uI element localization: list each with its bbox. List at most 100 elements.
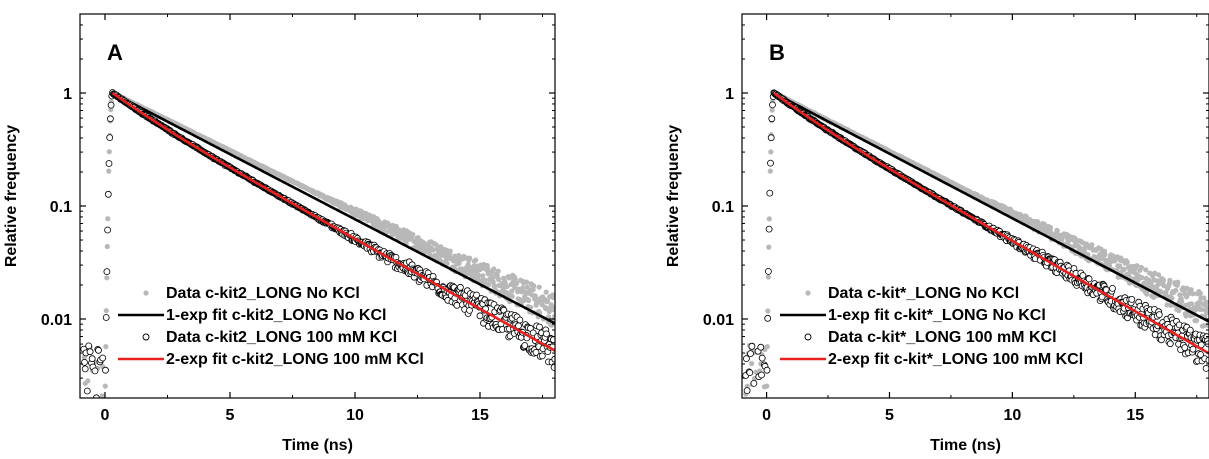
data-point <box>550 294 555 301</box>
data-point <box>1035 219 1041 225</box>
x-tick-label: 15 <box>1126 407 1144 424</box>
data-point <box>765 267 772 275</box>
data-point <box>765 225 773 233</box>
data-point <box>1181 344 1189 352</box>
data-point <box>749 361 755 367</box>
data-point <box>1139 275 1145 281</box>
x-tick-label: 0 <box>101 407 110 424</box>
data-point <box>1142 280 1148 286</box>
series-1 <box>773 91 1209 323</box>
data-point <box>477 266 483 273</box>
x-tick-label: 10 <box>1003 407 1021 424</box>
legend: Data c-kit*_LONG No KCl 1-exp fit c-kit*_… <box>780 285 1083 368</box>
data-point <box>490 279 496 285</box>
data-point <box>1188 287 1194 293</box>
fit-line <box>773 91 1209 355</box>
data-point <box>104 243 110 250</box>
data-point <box>543 289 549 295</box>
plot-area <box>742 89 1209 397</box>
data-point <box>768 149 774 155</box>
data-point <box>764 344 770 350</box>
data-point <box>1158 336 1165 344</box>
data-point <box>1198 306 1204 312</box>
data-point <box>1193 318 1200 324</box>
data-point <box>1054 228 1060 234</box>
panel-letter: B <box>769 40 785 65</box>
legend-item: 2-exp fit c-kit*_LONG 100 mM KCl <box>780 351 1083 368</box>
data-point <box>1143 267 1149 273</box>
data-point <box>521 342 529 349</box>
data-point <box>102 314 110 321</box>
data-point <box>81 358 88 366</box>
data-point <box>473 257 479 263</box>
legend-item: 1-exp fit c-kit2_LONG No KCl <box>118 307 386 324</box>
legend-marker <box>142 333 150 341</box>
data-point <box>1189 345 1197 353</box>
data-point <box>476 312 484 320</box>
data-point <box>1164 302 1170 308</box>
data-point <box>81 365 89 373</box>
data-point <box>746 369 754 377</box>
y-axis-title: Relative frequency <box>665 125 682 267</box>
legend-marker <box>143 290 149 296</box>
data-point <box>492 283 498 289</box>
data-point <box>1175 279 1181 285</box>
data-point <box>1079 272 1087 279</box>
data-point <box>453 301 461 309</box>
legend-item: Data c-kit2_LONG 100 mM KCl <box>142 329 397 346</box>
legend-label: 1-exp fit c-kit2_LONG No KCl <box>166 307 386 324</box>
data-point <box>509 288 515 294</box>
data-point <box>747 350 754 358</box>
data-point <box>1124 259 1130 266</box>
data-point <box>1197 351 1204 358</box>
data-point <box>1201 295 1207 301</box>
fit-line <box>111 91 555 352</box>
data-point <box>1176 308 1182 314</box>
data-point <box>105 216 111 222</box>
data-point <box>480 273 486 279</box>
data-point <box>1202 365 1209 372</box>
data-point <box>532 348 540 356</box>
data-point <box>1109 284 1116 292</box>
data-point <box>1089 242 1095 248</box>
data-point <box>1197 290 1203 296</box>
y-tick-label: 0.1 <box>712 199 734 216</box>
data-point <box>103 344 109 350</box>
data-point <box>764 314 772 322</box>
legend-label: Data c-kit2_LONG No KCl <box>166 285 360 302</box>
panel-b: 0 5 10 15 0.01 0.1 1 Time (ns) Relative frequenc… <box>665 13 1209 454</box>
data-point <box>83 387 91 395</box>
data-point <box>415 235 421 241</box>
data-point <box>1205 306 1209 312</box>
data-point <box>410 232 416 238</box>
data-point <box>451 264 457 270</box>
data-point <box>769 101 776 109</box>
data-point <box>520 285 526 291</box>
data-point <box>1188 301 1195 307</box>
data-point <box>105 160 113 167</box>
data-point <box>1166 340 1174 348</box>
y-axis-title: Relative frequency <box>3 125 20 267</box>
legend-item: Data c-kit2_LONG No KCl <box>143 285 360 302</box>
legend-item: 2-exp fit c-kit2_LONG 100 mM KCl <box>118 351 424 368</box>
data-point <box>767 159 774 167</box>
data-point <box>1179 298 1185 305</box>
data-point <box>768 115 776 123</box>
data-point <box>91 367 99 375</box>
data-point <box>1128 295 1136 303</box>
data-point <box>531 283 537 289</box>
data-point <box>444 260 450 267</box>
data-point <box>106 149 112 155</box>
y-tick-label: 1 <box>725 86 734 103</box>
data-point <box>509 293 515 299</box>
data-point <box>552 313 555 319</box>
x-tick-label: 5 <box>885 407 894 424</box>
data-point <box>769 107 775 113</box>
legend-label: 2-exp fit c-kit*_LONG 100 mM KCl <box>828 351 1083 368</box>
x-tick-label: 5 <box>226 407 235 424</box>
data-point <box>99 393 105 398</box>
data-point <box>106 168 112 174</box>
data-point <box>766 244 772 250</box>
data-point <box>107 101 115 109</box>
